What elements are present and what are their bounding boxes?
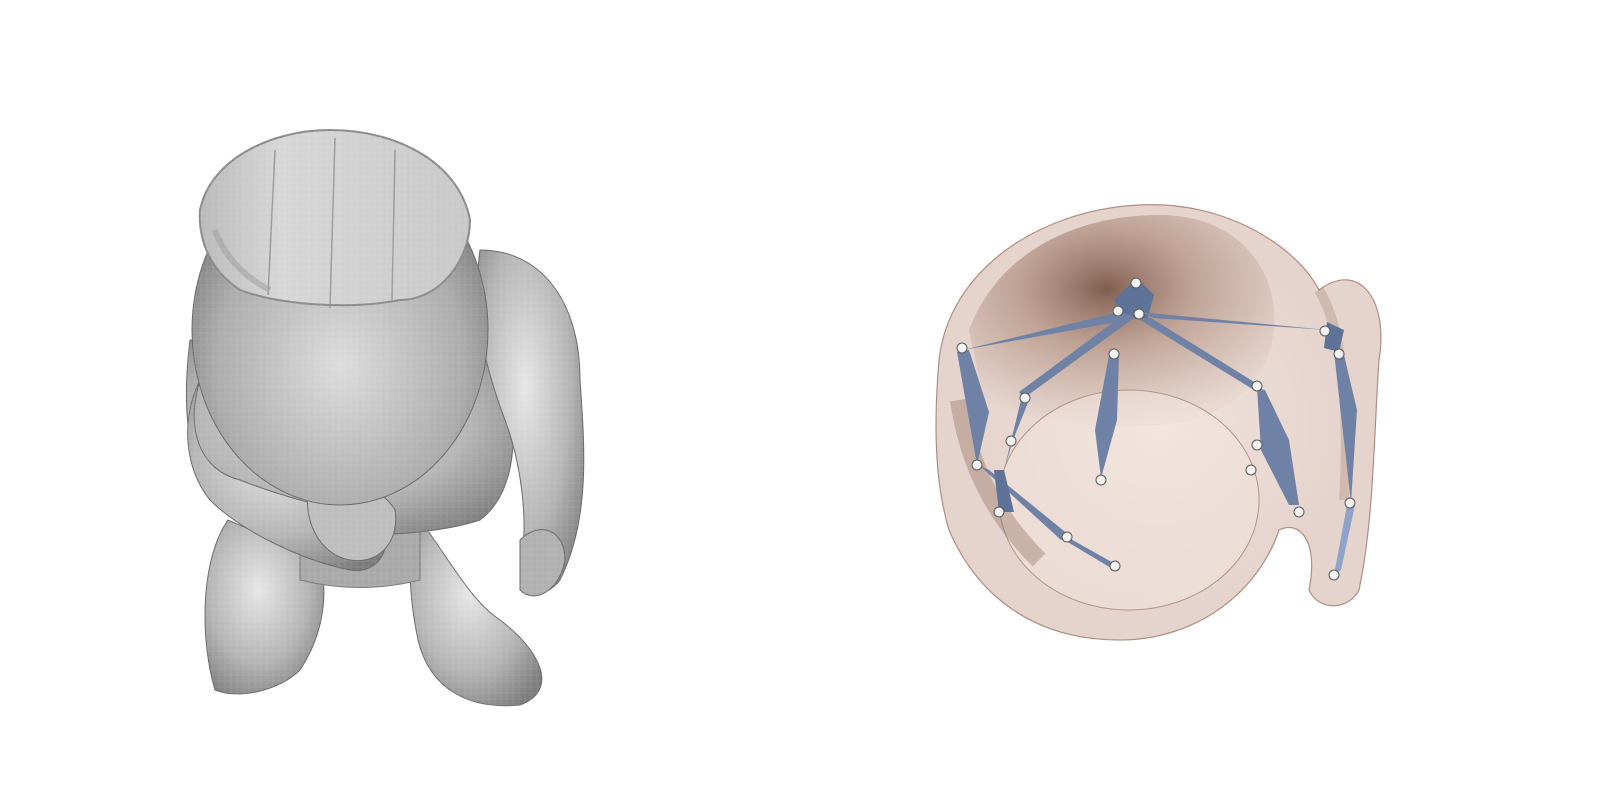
skeleton-overlay-panel [799,0,1598,786]
bone-right-clavicle [1139,312,1327,330]
voxel-figure-image [180,125,600,710]
bone-right-forearm [1334,505,1355,575]
skeleton-overlay-image [935,204,1382,641]
bone-spine-center [1095,355,1119,478]
bone-left-hand [994,470,1014,512]
bone-head [1114,278,1154,320]
bone-left-upper-arm [957,350,989,465]
joints [956,277,1356,581]
voxel-texture-overlay [180,125,600,710]
skeleton [956,277,1357,581]
bone-left-clavicle [963,312,1139,350]
bone-right-thigh [1257,388,1299,505]
bone-left-foot [1061,538,1117,568]
bone-right-spine [1137,318,1259,390]
bone-right-upper-arm [1334,352,1357,503]
bone-left-spine [1019,318,1134,398]
voxel-figure-panel [180,125,600,710]
translucent-volume [935,204,1382,641]
